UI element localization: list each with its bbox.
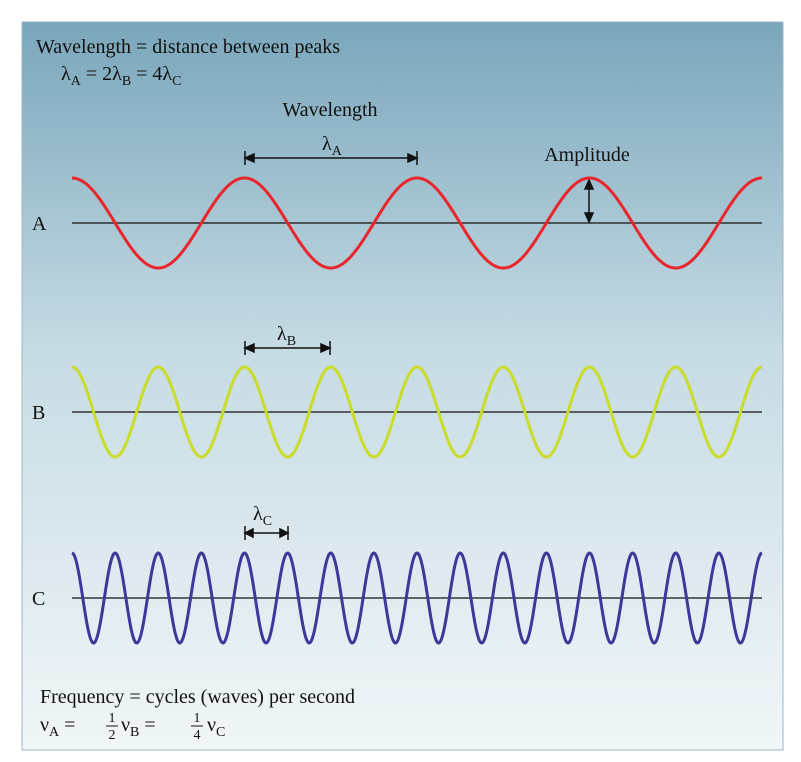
symbol: ν	[40, 714, 49, 736]
wavelength-label: Wavelength	[282, 99, 377, 121]
wave	[71, 365, 763, 459]
subscript: C	[172, 74, 181, 89]
fraction-denominator: 2	[109, 728, 116, 743]
wave-label: B	[32, 402, 45, 424]
amplitude-arrow	[583, 178, 595, 224]
bracket-b	[243, 341, 332, 355]
symbol: = 2λ	[81, 63, 122, 85]
lambda-a-label: λA	[322, 133, 343, 159]
wave-label: C	[32, 588, 45, 610]
wave	[71, 551, 763, 645]
subscript: B	[122, 74, 131, 89]
symbol: λ	[322, 133, 332, 155]
symbol: ν	[207, 714, 216, 736]
amplitude-label: Amplitude	[544, 144, 630, 166]
subscript: B	[287, 334, 296, 349]
subscript: C	[216, 725, 225, 740]
symbol: λ	[253, 503, 263, 525]
frequency-relation-c: νC	[207, 714, 225, 740]
fraction-denominator: 4	[194, 728, 201, 743]
symbol: λ	[277, 323, 287, 345]
symbol: = 4λ	[131, 63, 172, 85]
symbol: ν	[121, 714, 130, 736]
subscript: A	[332, 144, 343, 159]
symbol: =	[59, 714, 80, 736]
bracket-a	[243, 151, 419, 165]
symbol: λ	[61, 63, 71, 85]
wave	[71, 176, 763, 270]
wave-label: A	[32, 213, 47, 235]
frequency-definition: Frequency = cycles (waves) per second	[40, 686, 355, 708]
wavelength-definition: Wavelength = distance between peaks	[36, 36, 340, 58]
lambda-c-label: λC	[253, 503, 272, 529]
fraction-numerator: 1	[109, 711, 116, 726]
wavelength-relation: λA = 2λB = 4λC	[36, 63, 196, 90]
frequency-relation: νA =	[40, 714, 80, 740]
lambda-b-label: λB	[277, 323, 296, 349]
waves: A B C	[32, 176, 763, 645]
subscript: A	[71, 74, 82, 89]
bracket-c	[243, 526, 290, 540]
subscript: B	[130, 725, 139, 740]
subscript: A	[49, 725, 60, 740]
frequency-relation-b: νB =	[121, 714, 161, 740]
fraction-numerator: 1	[194, 711, 201, 726]
symbol: =	[139, 714, 160, 736]
subscript: C	[263, 514, 272, 529]
